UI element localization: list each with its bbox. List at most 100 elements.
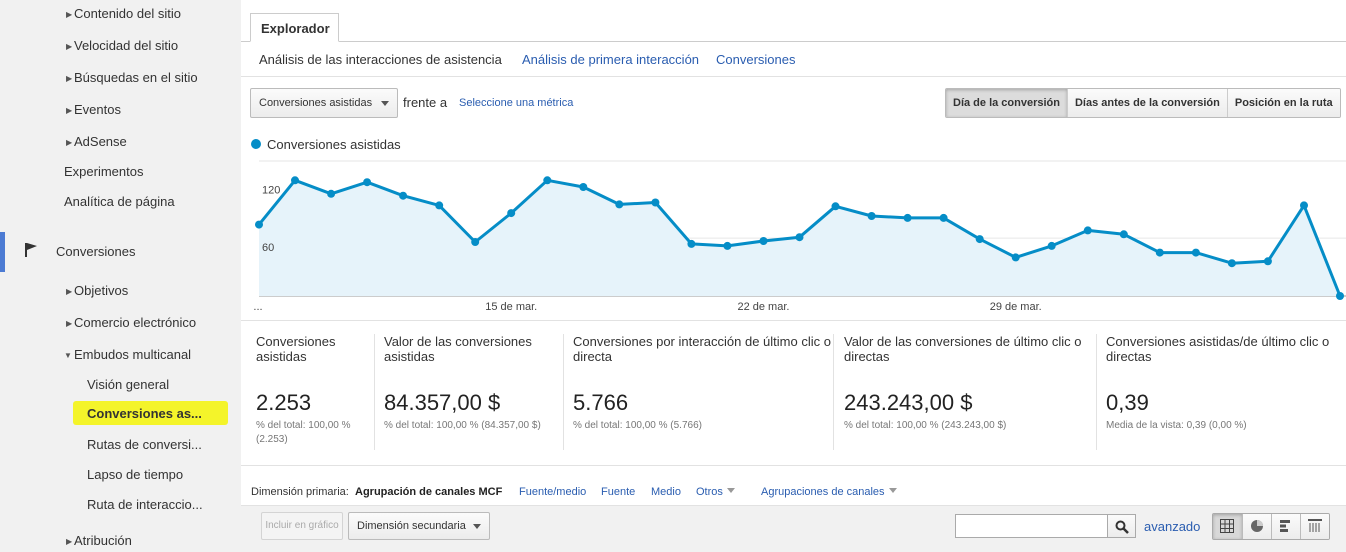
include-in-chart-button[interactable]: Incluir en gráfico: [261, 512, 343, 540]
metric-label: Conversiones asistidas: [256, 334, 336, 364]
sidebar-item-adsense[interactable]: ▶ AdSense: [66, 134, 127, 149]
metric-assisted-conversions[interactable]: Conversiones asistidas 2.253 % del total…: [256, 334, 371, 452]
data-point[interactable]: [255, 220, 263, 229]
sidebar-item-eventos[interactable]: ▶ Eventos: [66, 102, 121, 117]
dimension-source-medium[interactable]: Fuente/medio: [519, 486, 587, 498]
sidebar-item-objetivos[interactable]: ▶ Objetivos: [66, 283, 129, 298]
data-point[interactable]: [975, 235, 984, 244]
sidebar-item-experimentos[interactable]: Experimentos: [64, 164, 144, 179]
data-point[interactable]: [1336, 292, 1344, 300]
metric-ratio[interactable]: Conversiones asistidas/de último clic o …: [1106, 334, 1341, 452]
primary-dimension-label: Dimensión primaria:: [251, 486, 349, 498]
pivot-view-button[interactable]: [1300, 514, 1329, 539]
metric-value: 84.357,00 $: [384, 390, 501, 415]
metric-last-click-conversions[interactable]: Conversiones por interacción de último c…: [573, 334, 838, 452]
select-metric-link[interactable]: Seleccione una métrica: [459, 97, 574, 109]
data-point[interactable]: [1119, 230, 1128, 239]
path-position-button[interactable]: Posición en la ruta: [1226, 89, 1340, 117]
pivot-table-icon: [1308, 519, 1322, 532]
data-point[interactable]: [759, 237, 768, 245]
sidebar-item-velocidad-del-sitio[interactable]: ▶ Velocidad del sitio: [66, 38, 179, 53]
sidebar-item-ruta-de-interaccion[interactable]: Ruta de interaccio...: [87, 497, 203, 512]
metric-last-click-value[interactable]: Valor de las conversiones de último clic…: [844, 334, 1094, 452]
triangle-right-icon: ▶: [66, 287, 73, 296]
divider: [241, 76, 1346, 77]
search-button[interactable]: [1108, 514, 1136, 538]
legend-label: Conversiones asistidas: [267, 137, 401, 152]
subtab-primera-interaccion[interactable]: Análisis de primera interacción: [522, 52, 700, 67]
triangle-right-icon: ▶: [66, 319, 73, 328]
dimension-source[interactable]: Fuente: [601, 486, 636, 498]
metric-assisted-value[interactable]: Valor de las conversiones asistidas 84.3…: [384, 334, 559, 452]
channel-groupings-dropdown[interactable]: Agrupaciones de canales: [761, 486, 897, 498]
subtab-conversiones[interactable]: Conversiones: [716, 52, 796, 67]
dimension-medium[interactable]: Medio: [651, 486, 681, 498]
x-tick-label: 29 de mar.: [990, 301, 1042, 313]
sidebar-item-contenido-del-sitio[interactable]: ▶ Contenido del sitio: [66, 6, 181, 21]
data-point[interactable]: [903, 213, 912, 222]
data-point[interactable]: [831, 202, 840, 211]
data-point[interactable]: [867, 212, 876, 220]
view-button-group: Día de la conversión Días antes de la co…: [945, 88, 1341, 118]
sidebar-item-conversiones-asistidas[interactable]: Conversiones as...: [87, 406, 202, 421]
table-search-input[interactable]: [955, 514, 1108, 538]
metric-label: Valor de las conversiones asistidas: [384, 334, 532, 364]
day-of-conversion-button[interactable]: Día de la conversión: [946, 89, 1067, 117]
data-point[interactable]: [327, 189, 336, 198]
data-point[interactable]: [291, 176, 299, 185]
data-point[interactable]: [687, 239, 696, 248]
days-before-conversion-button[interactable]: Días antes de la conversión: [1066, 89, 1227, 117]
divider: [241, 320, 1346, 321]
sidebar-item-busquedas-en-el-sitio[interactable]: ▶ Búsquedas en el sitio: [66, 70, 198, 85]
x-tick-label: 22 de mar.: [737, 301, 789, 313]
table-view-button[interactable]: [1213, 514, 1242, 539]
data-point[interactable]: [507, 209, 516, 218]
sidebar-item-comercio-electronico[interactable]: ▶ Comercio electrónico: [66, 315, 197, 330]
sidebar-item-analitica-de-pagina[interactable]: Analítica de página: [64, 194, 175, 209]
data-point[interactable]: [651, 198, 660, 207]
data-point[interactable]: [363, 178, 372, 187]
tab-explorador[interactable]: Explorador: [250, 13, 339, 42]
sidebar-item-atribucion[interactable]: ▶ Atribución: [66, 533, 132, 548]
dimension-mcf-grouping[interactable]: Agrupación de canales MCF: [355, 486, 503, 498]
metric-select[interactable]: Conversiones asistidas: [250, 88, 398, 118]
data-point[interactable]: [1155, 248, 1164, 257]
data-point[interactable]: [471, 238, 480, 246]
data-point[interactable]: [1191, 248, 1200, 257]
advanced-link[interactable]: avanzado: [1144, 519, 1201, 534]
secondary-dimension-select[interactable]: Dimensión secundaria: [348, 512, 490, 540]
sidebar-item-rutas-de-conversion[interactable]: Rutas de conversi...: [87, 437, 202, 452]
data-point[interactable]: [939, 213, 948, 222]
data-point[interactable]: [1011, 253, 1020, 262]
data-point[interactable]: [1227, 259, 1236, 268]
data-point[interactable]: [1083, 226, 1092, 235]
data-point[interactable]: [723, 241, 732, 250]
sidebar-item-vision-general[interactable]: Visión general: [87, 377, 170, 392]
subtab-asistencia[interactable]: Análisis de las interacciones de asisten…: [259, 52, 502, 67]
pie-view-button[interactable]: [1242, 514, 1271, 539]
line-chart[interactable]: 60 120... 15 de mar. 22 de mar. 29 de mar.: [241, 155, 1346, 320]
chevron-down-icon: [726, 488, 735, 493]
grid-icon: [1220, 519, 1234, 533]
triangle-right-icon: ▶: [66, 106, 73, 115]
data-point[interactable]: [435, 201, 444, 210]
data-point[interactable]: [579, 183, 588, 191]
data-point[interactable]: [1047, 241, 1056, 250]
data-point[interactable]: [615, 200, 624, 209]
data-point[interactable]: [1263, 257, 1272, 266]
sidebar-section-conversiones[interactable]: Conversiones: [56, 244, 136, 259]
data-point[interactable]: [1300, 201, 1308, 210]
sidebar-item-lapso-de-tiempo[interactable]: Lapso de tiempo: [87, 467, 184, 482]
data-point[interactable]: [543, 176, 552, 185]
bar-view-button[interactable]: [1271, 514, 1300, 539]
dimension-others-dropdown[interactable]: Otros: [696, 486, 735, 498]
metric-separator: [833, 334, 834, 450]
tab-underline: [241, 41, 1346, 42]
sidebar-item-embudos-multicanal[interactable]: ▼ Embudos multicanal: [64, 347, 192, 362]
data-point[interactable]: [795, 233, 804, 242]
metric-sub: % del total: 100,00 % (84.357,00 $): [384, 420, 541, 431]
data-point[interactable]: [399, 191, 408, 200]
pie-chart-icon: [1251, 520, 1263, 532]
sidebar: ▶ Contenido del sitio ▶ Velocidad del siti…: [0, 0, 241, 552]
legend-dot-icon: [251, 139, 261, 149]
